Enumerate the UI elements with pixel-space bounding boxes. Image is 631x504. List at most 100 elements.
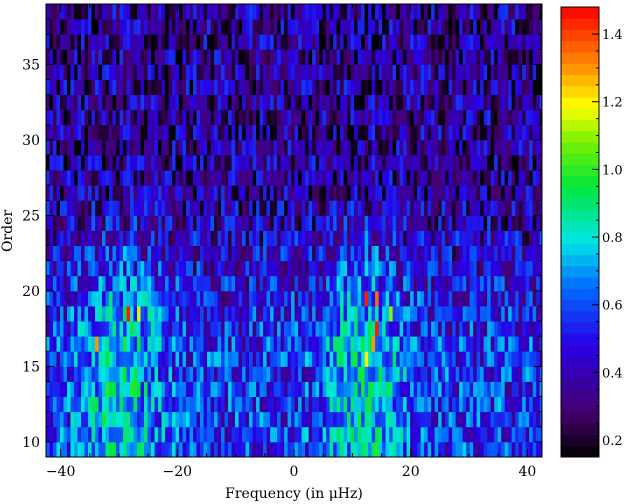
heatmap-cell <box>322 260 327 277</box>
heatmap-cell <box>182 124 187 141</box>
heatmap-cell <box>245 200 250 216</box>
heatmap-cell <box>207 94 211 111</box>
heatmap-cell <box>252 426 257 443</box>
heatmap-cell <box>298 351 302 367</box>
heatmap-cell <box>158 64 162 80</box>
heatmap-cell <box>462 426 467 443</box>
heatmap-cell <box>259 275 264 292</box>
heatmap-cell <box>228 426 232 443</box>
heatmap-cell <box>168 124 173 141</box>
heatmap-cell <box>217 200 222 216</box>
heatmap-cell <box>494 441 499 457</box>
heatmap-cell <box>455 4 460 20</box>
heatmap-cell <box>515 306 520 322</box>
heatmap-cell <box>294 275 299 292</box>
colorbar-swatch <box>561 187 599 199</box>
heatmap-cell <box>189 94 194 111</box>
heatmap-cell <box>196 200 201 216</box>
heatmap-cell <box>396 321 401 337</box>
heatmap-cell <box>88 411 92 428</box>
heatmap-cell <box>266 170 271 186</box>
heatmap-cell <box>515 290 520 307</box>
heatmap-cell <box>60 34 64 50</box>
heatmap-cell <box>207 336 211 352</box>
heatmap-cell <box>238 275 243 292</box>
heatmap-cell <box>88 155 92 171</box>
heatmap-cell <box>382 34 386 50</box>
heatmap-cell <box>469 260 474 277</box>
heatmap-cell <box>420 79 425 95</box>
heatmap-cell <box>490 260 495 277</box>
heatmap-cell <box>130 336 134 352</box>
heatmap-cell <box>354 441 358 457</box>
heatmap-cell <box>147 64 152 80</box>
heatmap-cell <box>389 306 394 322</box>
heatmap-cell <box>431 215 436 231</box>
heatmap-cell <box>168 155 173 171</box>
heatmap-cell <box>49 260 54 277</box>
heatmap-cell <box>403 124 408 141</box>
heatmap-cell <box>466 290 471 307</box>
heatmap-cell <box>91 290 96 307</box>
heatmap-cell <box>347 19 351 35</box>
heatmap-cell <box>518 290 523 307</box>
heatmap-cell <box>280 426 285 443</box>
heatmap-cell <box>112 185 117 201</box>
heatmap-cell <box>396 34 401 50</box>
heatmap-cell <box>98 245 103 262</box>
heatmap-cell <box>231 396 236 413</box>
heatmap-cell <box>294 170 299 186</box>
heatmap-cell <box>235 64 239 80</box>
heatmap-cell <box>137 275 141 292</box>
heatmap-cell <box>466 124 471 141</box>
heatmap-cell <box>95 306 99 322</box>
heatmap-cell <box>203 290 208 307</box>
heatmap-cell <box>242 19 246 35</box>
heatmap-cell <box>273 396 278 413</box>
heatmap-cell <box>161 396 166 413</box>
heatmap-cell <box>168 411 173 428</box>
heatmap-cell <box>298 411 302 428</box>
heatmap-cell <box>441 260 446 277</box>
heatmap-cell <box>494 426 499 443</box>
heatmap-cell <box>490 381 495 397</box>
heatmap-cell <box>67 155 71 171</box>
heatmap-cell <box>165 290 169 307</box>
heatmap-cell <box>389 124 394 141</box>
heatmap-cell <box>137 351 141 367</box>
heatmap-cell <box>539 441 542 457</box>
heatmap-cell <box>263 109 267 126</box>
heatmap-cell <box>354 366 358 382</box>
heatmap-cell <box>144 366 148 382</box>
heatmap-cell <box>539 64 542 80</box>
heatmap-cell <box>224 4 229 20</box>
heatmap-cell <box>410 109 415 126</box>
heatmap-cell <box>448 185 453 201</box>
heatmap-cell <box>378 336 383 352</box>
heatmap-cell <box>67 381 71 397</box>
heatmap-cell <box>403 245 408 262</box>
heatmap-cell <box>182 49 187 65</box>
heatmap-cell <box>84 155 89 171</box>
heatmap-cell <box>151 139 155 156</box>
heatmap-cell <box>539 215 542 231</box>
heatmap-cell <box>476 19 481 35</box>
heatmap-cell <box>256 306 260 322</box>
heatmap-cell <box>476 426 481 443</box>
heatmap-cell <box>497 4 502 20</box>
heatmap-cell <box>242 124 246 141</box>
heatmap-cell <box>151 4 155 20</box>
heatmap-cell <box>308 170 313 186</box>
heatmap-cell <box>382 19 386 35</box>
colorbar-swatch <box>561 7 599 19</box>
heatmap-cell <box>161 230 166 246</box>
heatmap-cell <box>525 49 530 65</box>
heatmap-cell <box>221 306 225 322</box>
heatmap-cell <box>483 64 488 80</box>
heatmap-cell <box>340 155 344 171</box>
heatmap-cell <box>74 230 78 246</box>
heatmap-cell <box>168 290 173 307</box>
heatmap-cell <box>270 366 274 382</box>
heatmap-cell <box>217 215 222 231</box>
heatmap-cell <box>189 34 194 50</box>
